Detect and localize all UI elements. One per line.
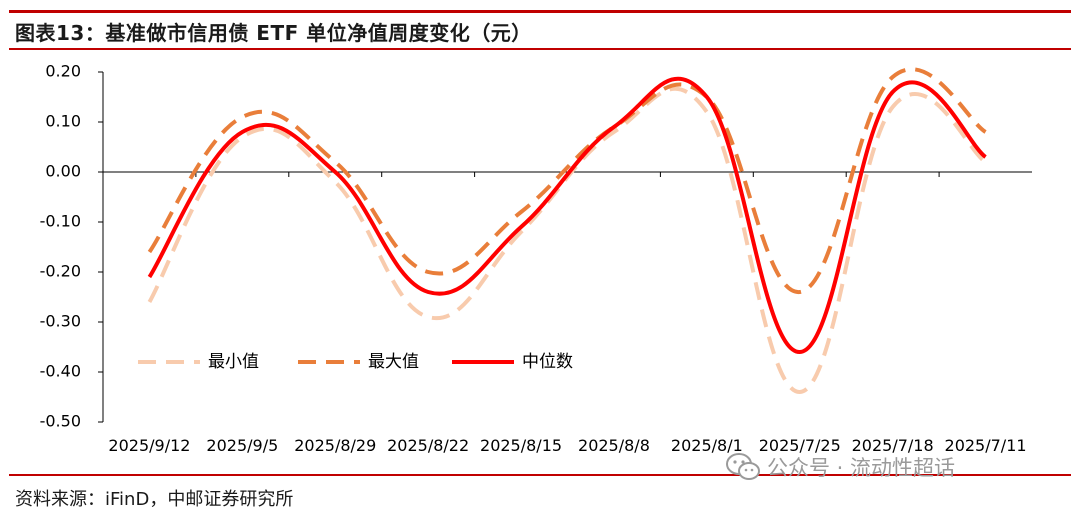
legend-label: 最大值 xyxy=(368,352,419,372)
series-line-median xyxy=(147,76,987,355)
source-note: 资料来源：iFinD，中邮证券研究所 xyxy=(15,489,294,510)
y-tick-label: -0.30 xyxy=(40,312,81,331)
x-tick-label: 2025/7/11 xyxy=(945,436,1027,455)
y-tick-label: -0.10 xyxy=(40,212,81,231)
series-line-max xyxy=(147,67,987,295)
x-tick-labels: 2025/9/12 2025/9/5 2025/8/29 2025/8/22 2025/… xyxy=(108,172,1027,455)
y-tick-label: -0.50 xyxy=(40,412,81,431)
y-tick-labels: 0.20 0.10 0.00 -0.10 -0.20 -0.30 -0.40 -0.50 xyxy=(40,62,103,431)
wechat-icon xyxy=(726,453,760,480)
x-tick-label: 2025/8/8 xyxy=(578,436,650,455)
watermark: 公众号 · 流动性超话 xyxy=(725,452,955,482)
bottom-rule xyxy=(9,474,1071,476)
y-tick-label: 0.00 xyxy=(45,162,81,181)
x-tick-label: 2025/8/29 xyxy=(294,436,376,455)
legend: 最小值 最大值 中位数 xyxy=(138,352,573,372)
series-line-min xyxy=(147,86,987,395)
legend-label: 中位数 xyxy=(522,352,573,372)
series-lines xyxy=(147,67,987,395)
x-tick-label: 2025/7/18 xyxy=(852,436,934,455)
x-tick-label: 2025/8/15 xyxy=(480,436,562,455)
x-tick-label: 2025/8/22 xyxy=(387,436,469,455)
watermark-text: 公众号 · 流动性超话 xyxy=(767,456,956,480)
legend-label: 最小值 xyxy=(208,352,259,372)
x-tick-label: 2025/7/25 xyxy=(759,436,841,455)
x-tick-label: 2025/9/12 xyxy=(108,436,190,455)
x-tick-label: 2025/9/5 xyxy=(206,436,278,455)
y-tick-label: -0.40 xyxy=(40,362,81,381)
title-rule xyxy=(9,48,1071,50)
y-tick-label: 0.20 xyxy=(45,62,81,81)
y-tick-label: -0.20 xyxy=(40,262,81,281)
top-rule xyxy=(9,10,1071,13)
y-tick-label: 0.10 xyxy=(45,112,81,131)
chart-title: 图表13：基准做市信用债 ETF 单位净值周度变化（元） xyxy=(15,21,532,45)
x-tick-label: 2025/8/1 xyxy=(671,436,743,455)
